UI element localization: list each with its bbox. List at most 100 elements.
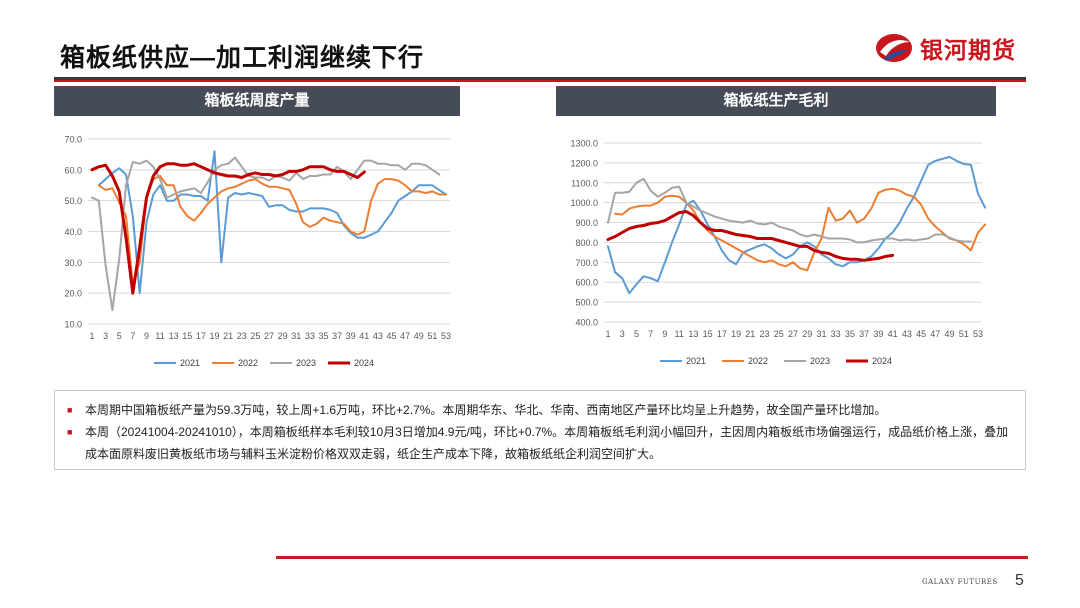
- x-tick-label: 17: [196, 331, 206, 341]
- y-tick-label: 500.0: [575, 298, 598, 308]
- x-tick-label: 13: [688, 329, 698, 339]
- x-tick-label: 21: [223, 331, 233, 341]
- series-line-2023: [91, 156, 441, 312]
- production-line-chart: 10.020.030.040.050.060.070.01 3 5 7 9 11 13 15 1…: [64, 135, 451, 369]
- x-tick-label: 23: [760, 329, 770, 339]
- x-tick-label: 7: [130, 331, 135, 341]
- x-tick-label: 29: [278, 331, 288, 341]
- x-tick-label: 3: [620, 329, 625, 339]
- title-divider-accent: [54, 80, 1026, 82]
- y-tick-label: 50.0: [64, 196, 82, 206]
- x-tick-label: 51: [427, 331, 437, 341]
- x-tick-label: 25: [250, 331, 260, 341]
- x-tick-label: 39: [873, 329, 883, 339]
- y-tick-label: 400.0: [575, 318, 598, 328]
- bullet-icon: ■: [67, 405, 73, 415]
- y-tick-label: 700.0: [575, 258, 598, 268]
- x-tick-label: 1: [605, 329, 610, 339]
- legend-label-2022: 2022: [748, 356, 768, 366]
- legend-label-2021: 2021: [180, 358, 200, 368]
- x-tick-label: 29: [802, 329, 812, 339]
- y-tick-label: 1000.0: [570, 198, 598, 208]
- x-tick-label: 19: [210, 331, 220, 341]
- chart-title-production: 箱板纸周度产量: [54, 86, 460, 116]
- y-tick-label: 20.0: [64, 289, 82, 299]
- x-tick-label: 11: [155, 331, 164, 341]
- y-tick-label: 70.0: [64, 135, 82, 145]
- x-tick-label: 7: [648, 329, 653, 339]
- x-tick-label: 41: [359, 331, 369, 341]
- y-tick-label: 60.0: [64, 165, 82, 175]
- x-tick-label: 45: [387, 331, 397, 341]
- x-tick-label: 43: [902, 329, 912, 339]
- x-tick-label: 35: [318, 331, 328, 341]
- x-tick-label: 47: [930, 329, 940, 339]
- page-title: 箱板纸供应—加工利润继续下行: [60, 44, 425, 72]
- commentary-box: ■ 本周期中国箱板纸产量为59.3万吨，较上周+1.6万吨，环比+2.7%。本周…: [54, 390, 1026, 470]
- logo-text: 银河期货: [920, 37, 1016, 63]
- note-text: 本周（20241004-20241010），本周箱板纸样本毛利较10月3日增加4…: [85, 425, 1009, 461]
- x-tick-label: 15: [182, 331, 192, 341]
- series-line-2022: [614, 187, 987, 272]
- x-tick-label: 27: [264, 331, 274, 341]
- x-tick-label: 11: [674, 329, 683, 339]
- y-tick-label: 1200.0: [570, 158, 598, 168]
- x-tick-label: 47: [400, 331, 410, 341]
- y-tick-label: 900.0: [575, 218, 598, 228]
- chart-title-margin: 箱板纸生产毛利: [556, 86, 996, 116]
- note-text: 本周期中国箱板纸产量为59.3万吨，较上周+1.6万吨，环比+2.7%。本周期华…: [85, 403, 887, 417]
- legend-label-2022: 2022: [238, 358, 258, 368]
- legend-label-2023: 2023: [810, 356, 830, 366]
- x-tick-label: 43: [373, 331, 383, 341]
- footer-divider: [276, 556, 1028, 559]
- x-tick-label: 1: [89, 331, 94, 341]
- title-divider: [54, 77, 1026, 80]
- y-tick-label: 800.0: [575, 238, 598, 248]
- x-tick-label: 53: [973, 329, 983, 339]
- note-item: ■ 本周（20241004-20241010），本周箱板纸样本毛利较10月3日增…: [67, 421, 1011, 465]
- bullet-icon: ■: [67, 427, 73, 437]
- x-tick-label: 33: [305, 331, 315, 341]
- y-tick-label: 1300.0: [570, 139, 598, 149]
- x-tick-label: 37: [859, 329, 869, 339]
- x-tick-label: 41: [888, 329, 898, 339]
- x-tick-label: 37: [332, 331, 342, 341]
- legend-label-2024: 2024: [872, 356, 892, 366]
- x-tick-label: 9: [662, 329, 667, 339]
- series-line-2024: [90, 162, 366, 295]
- brand-logo: 银河期货: [874, 28, 1034, 68]
- page-number: 5: [1015, 572, 1024, 589]
- x-tick-label: 5: [117, 331, 122, 341]
- x-tick-label: 21: [745, 329, 755, 339]
- note-item: ■ 本周期中国箱板纸产量为59.3万吨，较上周+1.6万吨，环比+2.7%。本周…: [67, 399, 1011, 421]
- y-tick-label: 1100.0: [571, 178, 598, 188]
- x-tick-label: 31: [816, 329, 826, 339]
- y-tick-label: 10.0: [64, 320, 82, 330]
- y-tick-label: 40.0: [64, 227, 82, 237]
- x-tick-label: 39: [346, 331, 356, 341]
- series-line-2024: [606, 210, 895, 262]
- margin-line-chart: 400.0 500.0 600.0 700.0 800.0 900.0 1000.0 1100…: [570, 139, 987, 366]
- x-tick-label: 35: [845, 329, 855, 339]
- series-line-2022: [97, 175, 447, 285]
- series-line-2021: [607, 155, 987, 295]
- series-line-2021: [97, 150, 447, 295]
- x-tick-label: 23: [237, 331, 247, 341]
- legend-label-2021: 2021: [686, 356, 706, 366]
- x-tick-label: 5: [634, 329, 639, 339]
- x-tick-label: 31: [291, 331, 301, 341]
- series-line-2023: [607, 177, 972, 244]
- x-tick-label: 25: [774, 329, 784, 339]
- x-tick-label: 33: [831, 329, 841, 339]
- x-tick-label: 3: [103, 331, 108, 341]
- y-tick-label: 600.0: [575, 278, 598, 288]
- x-tick-label: 13: [169, 331, 179, 341]
- x-tick-label: 15: [703, 329, 713, 339]
- x-tick-label: 51: [959, 329, 969, 339]
- x-tick-label: 17: [717, 329, 727, 339]
- x-tick-label: 27: [788, 329, 798, 339]
- x-tick-label: 49: [945, 329, 955, 339]
- legend-label-2023: 2023: [296, 358, 316, 368]
- footer-brand: GALAXY FUTURES: [922, 578, 998, 586]
- x-tick-label: 49: [414, 331, 424, 341]
